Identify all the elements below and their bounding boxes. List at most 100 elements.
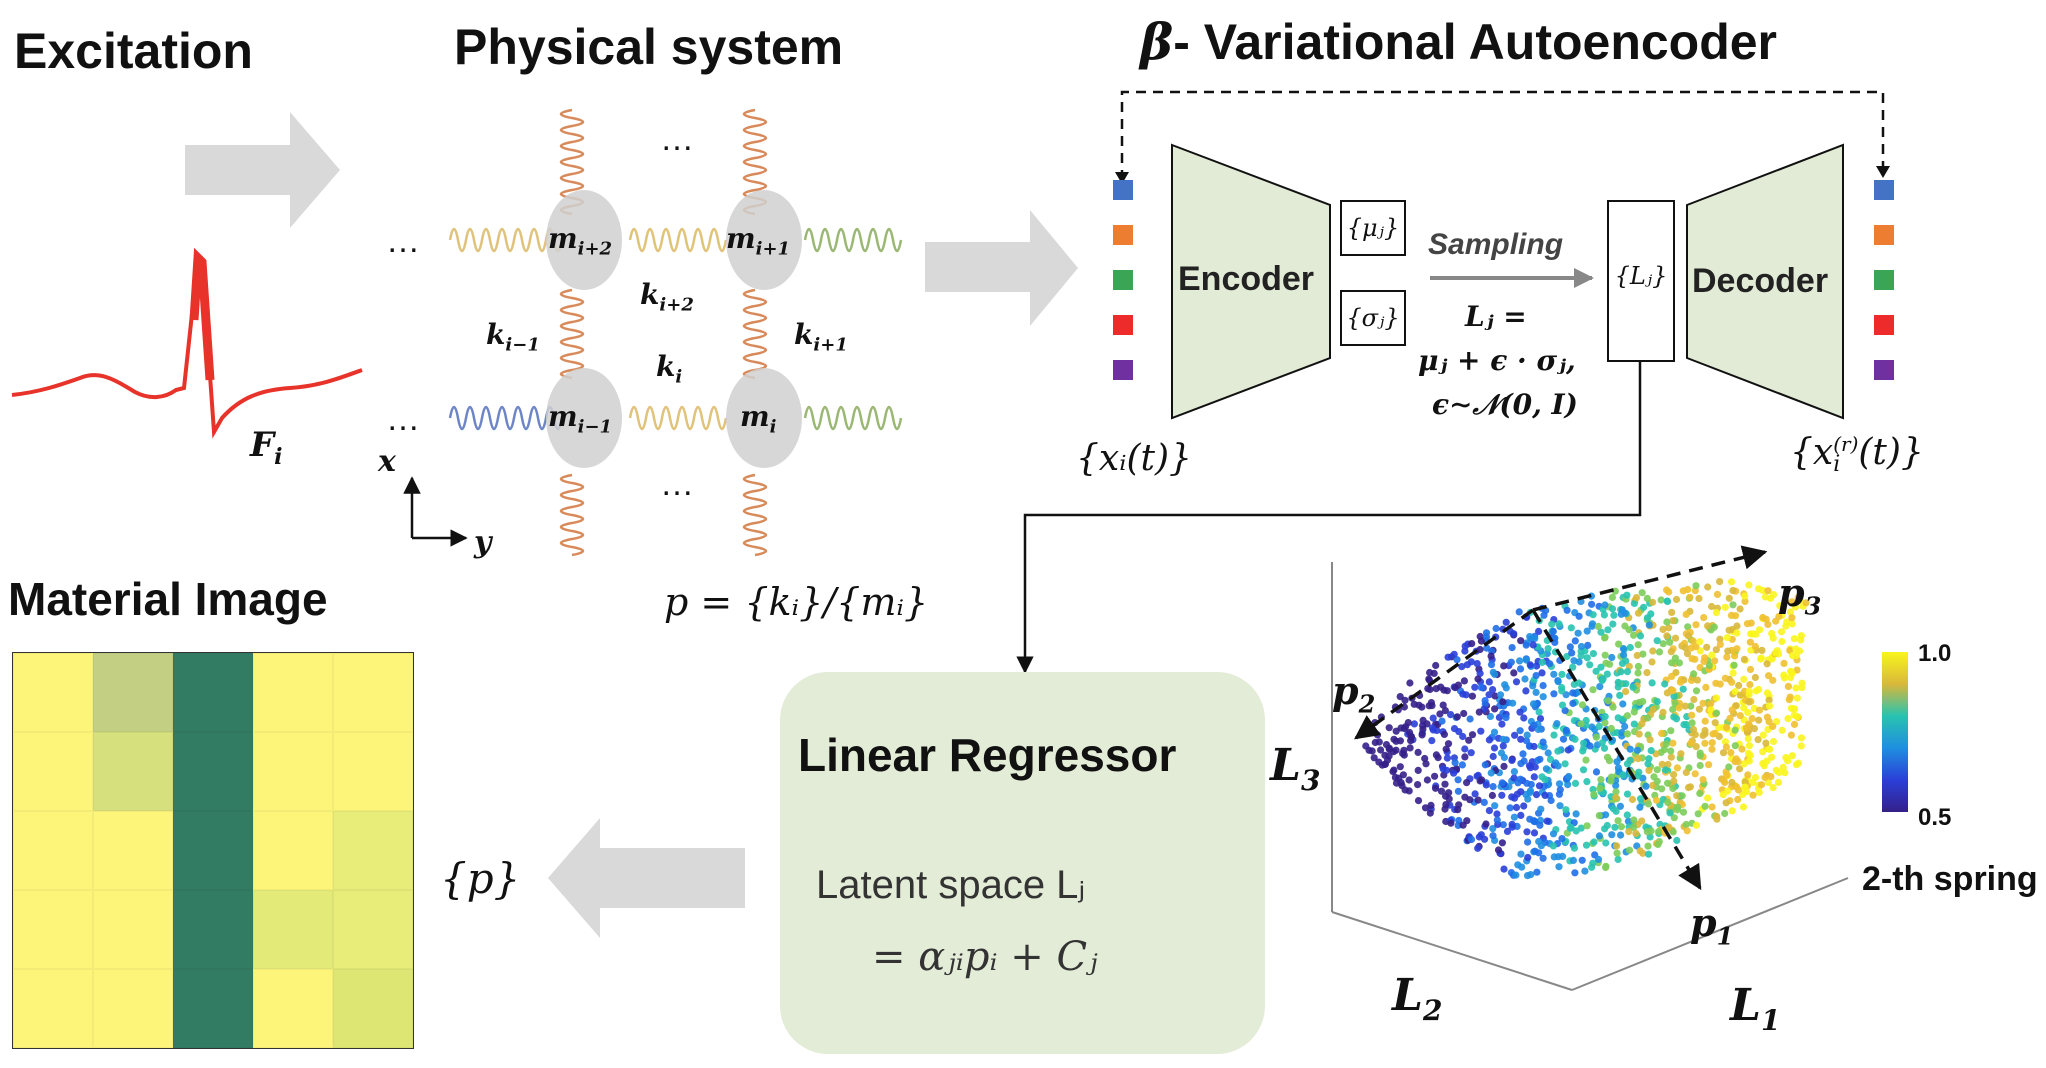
scatter-point — [1659, 708, 1667, 717]
scatter-point — [1704, 622, 1712, 630]
scatter-point — [1683, 650, 1692, 658]
material-cell — [333, 969, 413, 1048]
excitation-signal — [11, 253, 363, 439]
material-title: Material Image — [8, 573, 328, 625]
scatter-point — [1716, 640, 1724, 649]
scatter-point — [1789, 652, 1797, 660]
scatter-point — [1450, 650, 1458, 658]
scatter-point — [1373, 731, 1382, 739]
p2-label: p2 — [1332, 668, 1376, 719]
scatter-point — [1723, 723, 1731, 732]
scatter-point — [1555, 780, 1564, 788]
scatter-point — [1658, 760, 1666, 769]
scatter-point — [1759, 731, 1767, 739]
scatter-point — [1616, 691, 1624, 700]
scatter-point — [1791, 603, 1800, 611]
scatter-point — [1602, 862, 1610, 870]
scatter-point — [1691, 770, 1699, 778]
scatter-point — [1661, 680, 1669, 688]
scatter-point — [1477, 727, 1485, 735]
material-cell — [93, 890, 173, 969]
scatter-point — [1691, 655, 1699, 663]
mass-label-i: mi — [740, 400, 777, 438]
material-cell — [13, 653, 93, 732]
scatter-point — [1539, 854, 1547, 862]
scatter-point — [1649, 647, 1657, 655]
scatter-point — [1595, 812, 1603, 820]
scatter-point — [1514, 779, 1522, 787]
material-cell — [13, 811, 93, 890]
scatter-point — [1491, 802, 1499, 810]
scatter-point — [1498, 839, 1506, 847]
scatter-point — [1447, 711, 1455, 719]
scatter-point — [1768, 629, 1776, 638]
scatter-point — [1415, 701, 1423, 709]
mu-box: {μⱼ} — [1340, 200, 1406, 256]
scatter-point — [1476, 669, 1484, 678]
scatter-point — [1574, 629, 1582, 637]
scatter-point — [1667, 753, 1675, 761]
scatter-point — [1526, 764, 1534, 772]
scatter-point — [1461, 753, 1469, 761]
material-cell — [173, 890, 253, 969]
scatter-point — [1614, 855, 1622, 864]
scatter-point — [1608, 605, 1617, 613]
scatter-point — [1521, 675, 1529, 683]
scatter-point — [1712, 679, 1720, 687]
scatter-point — [1523, 828, 1531, 836]
scatter-point — [1589, 859, 1597, 867]
scatter-point — [1640, 603, 1648, 611]
scatter-point — [1638, 720, 1646, 728]
mass-i-plus-1 — [726, 190, 802, 290]
scatter-point — [1442, 745, 1450, 753]
scatter-point — [1566, 643, 1574, 651]
scatter-point — [1530, 742, 1538, 751]
scatter-point — [1648, 658, 1656, 666]
scatter-point — [1623, 730, 1631, 738]
scatter-point — [1669, 687, 1677, 695]
material-cell — [173, 969, 253, 1048]
scatter-point — [1797, 632, 1805, 640]
scatter-point — [1592, 768, 1601, 776]
scatter-point — [1482, 633, 1491, 641]
scatter-point — [1597, 663, 1605, 671]
scatter-point — [1671, 634, 1680, 642]
scatter-point — [1522, 656, 1530, 664]
scatter-point — [1588, 620, 1597, 628]
scatter-point — [1533, 868, 1541, 876]
scatter-point — [1749, 791, 1757, 799]
scatter-point — [1712, 609, 1721, 617]
scatter-point — [1604, 626, 1612, 634]
scatter-point — [1461, 745, 1469, 753]
scatter-point — [1728, 706, 1736, 714]
scatter-point — [1575, 658, 1583, 666]
scatter-point — [1731, 726, 1739, 734]
scatter-point — [1728, 778, 1736, 787]
scatter-point — [1780, 659, 1788, 668]
scatter-point — [1680, 721, 1688, 729]
scatter-point — [1554, 678, 1562, 686]
scatter-point — [1465, 736, 1473, 744]
spring-network — [448, 108, 903, 557]
scatter-point — [1687, 644, 1695, 652]
ellipsis-left-1: … — [386, 222, 420, 260]
scatter-point — [1600, 744, 1609, 752]
scatter-point — [1634, 755, 1642, 763]
scatter-point — [1488, 791, 1496, 800]
scatter-point — [1542, 765, 1550, 773]
scatter-point — [1733, 629, 1741, 637]
material-cell — [333, 653, 413, 732]
scatter-point — [1432, 661, 1440, 670]
scatter-point — [1497, 749, 1506, 757]
p1-label: p1 — [1690, 900, 1734, 951]
axis-L3-label: L3 — [1270, 740, 1321, 797]
material-cell — [173, 653, 253, 732]
scatter-point — [1663, 632, 1671, 640]
scatter-point — [1604, 697, 1612, 705]
scatter-point — [1532, 791, 1541, 799]
scatter-point — [1692, 621, 1700, 629]
scatter-point — [1500, 662, 1508, 670]
scatter-point — [1490, 728, 1499, 736]
